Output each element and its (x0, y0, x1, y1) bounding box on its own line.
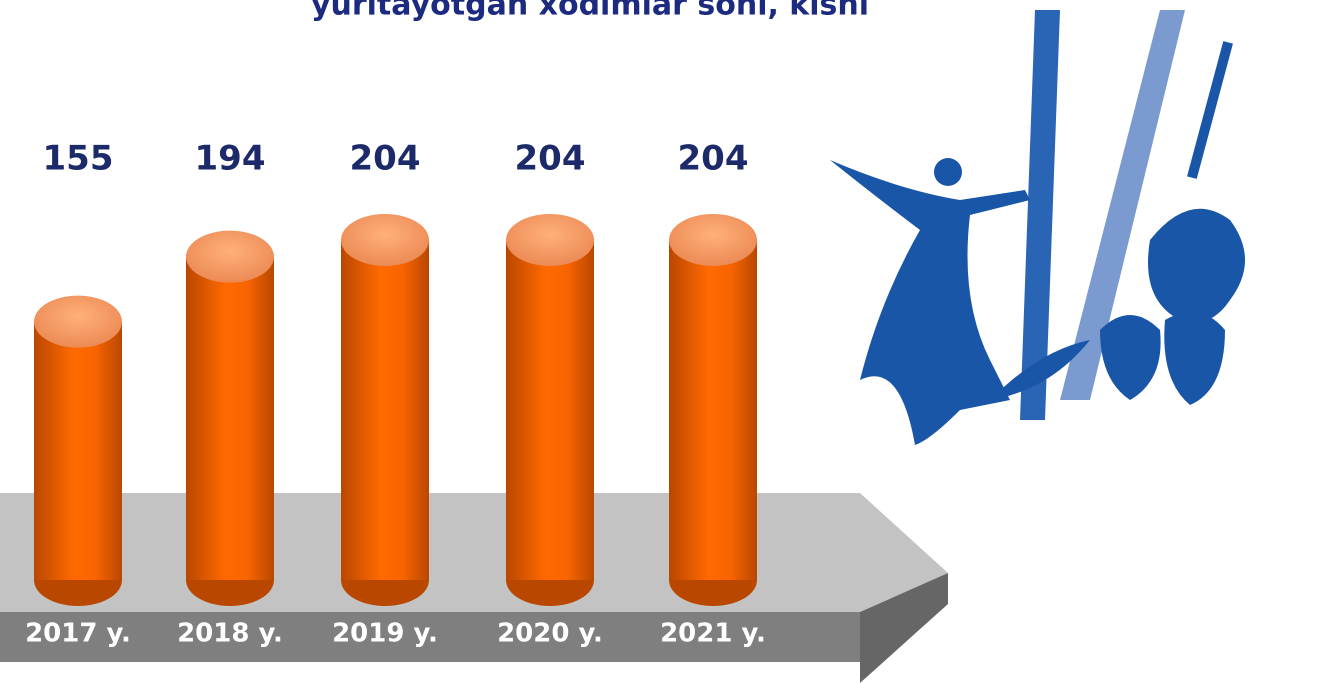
value-label: 204 (350, 139, 421, 179)
x-tick-label: 2019 y. (332, 619, 438, 649)
bar (34, 295, 122, 606)
bar-cap (506, 214, 594, 266)
bar (186, 230, 274, 606)
decoration (830, 10, 1245, 445)
bar (669, 214, 757, 606)
plot-area: 155 2017 y. 194 2018 y. 204 2019 y. 204 2020 y.… (25, 139, 766, 649)
value-label: 194 (195, 139, 266, 179)
bar-cap (341, 214, 429, 266)
bar-cap (34, 295, 122, 348)
bar (341, 214, 429, 606)
bar-cap (669, 214, 757, 266)
value-label: 155 (43, 139, 114, 179)
bar-cap (186, 230, 274, 283)
chart-title: yuritayotgan xodimlar soni, kishi (311, 0, 869, 23)
x-tick-label: 2018 y. (177, 619, 283, 649)
bar-body (341, 240, 429, 580)
bar-body (669, 240, 757, 580)
bar-body (34, 321, 122, 580)
value-label: 204 (678, 139, 749, 179)
x-tick-label: 2017 y. (25, 619, 131, 649)
x-tick-label: 2020 y. (497, 619, 603, 649)
x-tick-label: 2021 y. (660, 619, 766, 649)
value-label: 204 (515, 139, 586, 179)
bar-body (186, 256, 274, 580)
bar-body (506, 240, 594, 580)
timeline-arrow (0, 493, 948, 683)
bar (506, 214, 594, 606)
